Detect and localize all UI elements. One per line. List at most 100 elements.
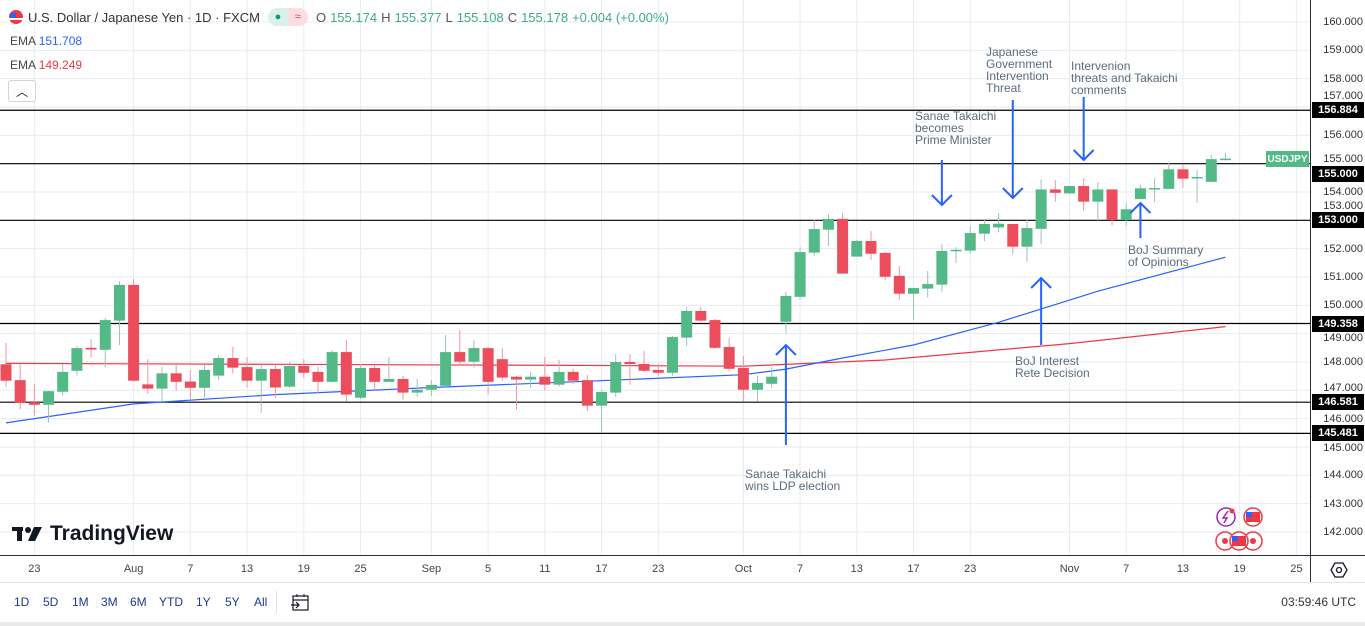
- candle: [128, 278, 140, 382]
- horizontal-levels: [0, 109, 1310, 434]
- candle-body: [142, 384, 154, 389]
- candle-body: [383, 378, 395, 382]
- candle: [638, 350, 650, 372]
- candle: [57, 364, 69, 396]
- price-axis[interactable]: 142.000 143.000 144.000 145.000 146.000 147.0…: [1310, 0, 1365, 555]
- open-label: O: [315, 9, 327, 25]
- candle-body: [978, 224, 990, 234]
- ema-label: EMA: [10, 34, 36, 48]
- time-tick-label: 7: [1123, 563, 1130, 575]
- ema-legend-slow[interactable]: EMA 149.249: [10, 58, 82, 72]
- range-button-5d[interactable]: 5D: [43, 595, 59, 609]
- candle: [298, 359, 310, 378]
- candle-body: [340, 352, 352, 395]
- candle-body: [808, 229, 820, 253]
- candle-body: [1106, 189, 1118, 221]
- candle-body: [284, 365, 296, 387]
- axis-settings-button[interactable]: [1310, 555, 1365, 583]
- candle-body: [553, 371, 565, 385]
- time-tick-label: 7: [797, 563, 804, 575]
- status-pill[interactable]: ● ≈: [267, 8, 308, 26]
- range-button-5y[interactable]: 5Y: [225, 595, 240, 609]
- time-tick-label: 13: [240, 563, 254, 575]
- price-tick-label: 152.000: [1323, 242, 1363, 255]
- lightning-glyph: [1221, 510, 1229, 524]
- candle-body: [908, 288, 920, 294]
- calendar-goto-icon[interactable]: [290, 593, 310, 613]
- candle-body: [766, 376, 778, 384]
- collapse-legend-button[interactable]: ︿: [8, 80, 36, 102]
- clock[interactable]: 03:59:46 UTC: [1281, 595, 1356, 609]
- candle: [822, 214, 834, 246]
- annotation-text: Sanae Takaichi becomes Prime Minister: [915, 109, 997, 147]
- candle-body: [1078, 186, 1090, 202]
- price-tick-label: 155.000: [1323, 153, 1363, 166]
- open-value: 155.174: [330, 9, 378, 25]
- candle-body: [227, 358, 239, 368]
- candle: [624, 354, 636, 385]
- symbol-title: U.S. Dollar / Japanese Yen · 1D · FXCM: [28, 9, 260, 25]
- range-button-1m[interactable]: 1M: [72, 595, 89, 609]
- time-tick-label: 13: [850, 563, 863, 575]
- annotation-arrows: [775, 97, 1152, 445]
- price-chart[interactable]: [0, 0, 1310, 555]
- candle: [312, 366, 324, 394]
- level-price-label: 149.358: [1312, 315, 1364, 332]
- candle-body: [1163, 169, 1175, 189]
- candle: [411, 378, 423, 397]
- candle: [184, 369, 196, 399]
- high-value: 155.377: [394, 9, 442, 25]
- annotation-text: BoJ Interest Rete Decision: [1015, 354, 1090, 380]
- price-tick-label: 153.000: [1323, 199, 1363, 212]
- candle: [1163, 162, 1175, 189]
- candle-body: [752, 382, 764, 390]
- candle-body: [837, 218, 849, 274]
- candle: [893, 265, 905, 300]
- candle: [355, 363, 366, 399]
- range-button-1y[interactable]: 1Y: [196, 595, 211, 609]
- price-tick-label: 145.000: [1323, 441, 1363, 454]
- us-flag-icon: [9, 10, 23, 24]
- candle-body: [326, 352, 338, 382]
- level-price-label: 153.000: [1312, 212, 1364, 229]
- candle: [510, 375, 522, 410]
- range-button-3m[interactable]: 3M: [101, 595, 118, 609]
- range-button-1d[interactable]: 1D: [14, 595, 30, 609]
- arrow-head: [1002, 187, 1024, 200]
- bottom-strip: [0, 622, 1365, 626]
- range-button-all[interactable]: All: [254, 595, 268, 609]
- arrow-head: [775, 343, 797, 356]
- symbol-legend[interactable]: U.S. Dollar / Japanese Yen · 1D · FXCM ●…: [8, 8, 669, 26]
- ema-legend-fast[interactable]: EMA 151.708: [10, 34, 82, 48]
- level-price-label: 146.581: [1312, 394, 1364, 411]
- candle-body: [411, 389, 423, 393]
- candle: [28, 384, 40, 416]
- candle-body: [312, 371, 324, 382]
- candle-body: [213, 358, 225, 376]
- price-tick-label: 149.000: [1323, 332, 1363, 345]
- event-icons[interactable]: [1215, 507, 1263, 551]
- time-tick-label: 17: [595, 563, 608, 575]
- candle-body: [496, 359, 508, 378]
- time-tick-label: 19: [297, 563, 310, 575]
- candle-body: [596, 392, 608, 406]
- dot-glyph: [1250, 538, 1256, 544]
- price-tick-label: 156.000: [1323, 129, 1363, 142]
- candle: [1092, 182, 1104, 221]
- us-flag-glyph: [1232, 536, 1246, 546]
- range-button-ytd[interactable]: YTD: [159, 595, 183, 609]
- candle: [397, 375, 409, 400]
- time-axis[interactable]: 23 Aug 7 13 19 25 Sep 5 11 17 23 Oct 7 13 17 23 Nov 7 13 19…: [0, 555, 1310, 583]
- range-button-6m[interactable]: 6M: [130, 595, 147, 609]
- candle-body: [865, 241, 877, 254]
- ema-fast-line: [5, 256, 1226, 424]
- time-tick-label: Nov: [1059, 563, 1080, 575]
- candle-body: [567, 371, 579, 381]
- candle: [496, 348, 508, 381]
- candle: [950, 247, 962, 263]
- us-flag-glyph: [1246, 512, 1260, 522]
- candle: [369, 365, 381, 391]
- candle-body: [57, 371, 69, 392]
- candle-body: [893, 275, 905, 294]
- tradingview-logo[interactable]: TradingView: [12, 522, 173, 546]
